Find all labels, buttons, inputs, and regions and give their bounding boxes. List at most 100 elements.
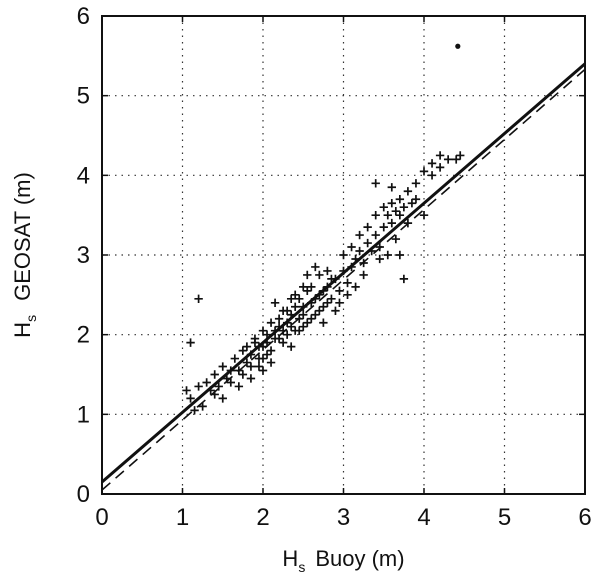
data-point bbox=[303, 318, 312, 327]
data-point bbox=[254, 362, 264, 371]
data-point bbox=[399, 203, 409, 212]
data-point bbox=[266, 358, 276, 367]
data-point bbox=[286, 294, 296, 304]
data-point bbox=[327, 294, 336, 304]
data-point bbox=[238, 346, 248, 355]
data-point bbox=[395, 210, 405, 220]
data-point bbox=[299, 282, 308, 292]
data-point bbox=[307, 298, 316, 307]
data-point bbox=[295, 326, 304, 335]
data-point bbox=[303, 270, 312, 280]
data-point bbox=[307, 314, 316, 323]
data-point bbox=[319, 286, 328, 296]
data-point bbox=[295, 294, 304, 304]
data-point bbox=[210, 390, 219, 399]
data-point bbox=[435, 163, 445, 172]
x-tick-label: 5 bbox=[498, 504, 511, 531]
data-point bbox=[291, 290, 300, 300]
x-axis-label: Hs Buoy (m) bbox=[282, 546, 404, 575]
data-point bbox=[371, 179, 380, 188]
data-point bbox=[295, 314, 304, 323]
data-point bbox=[371, 210, 380, 220]
data-point bbox=[339, 266, 348, 276]
data-point bbox=[323, 266, 332, 276]
x-tick-label: 3 bbox=[337, 504, 350, 531]
x-axis-label-rest: Buoy (m) bbox=[315, 546, 404, 571]
y-tick-label: 2 bbox=[77, 322, 90, 349]
data-point bbox=[258, 354, 268, 363]
data-point bbox=[452, 155, 461, 164]
data-point bbox=[327, 274, 336, 284]
data-point bbox=[375, 242, 384, 252]
data-point bbox=[258, 326, 268, 335]
data-point bbox=[218, 362, 227, 371]
data-point bbox=[278, 338, 288, 347]
data-point bbox=[435, 151, 445, 160]
data-point bbox=[214, 382, 223, 391]
data-point bbox=[331, 306, 340, 315]
data-point bbox=[202, 378, 211, 387]
y-tick-label: 5 bbox=[77, 83, 90, 110]
data-point bbox=[335, 286, 344, 296]
data-point bbox=[383, 210, 392, 220]
data-point bbox=[194, 382, 203, 391]
data-point bbox=[194, 294, 203, 304]
data-point bbox=[274, 314, 284, 323]
data-point bbox=[303, 286, 312, 296]
x-axis-label-sub: s bbox=[298, 559, 305, 575]
data-point bbox=[182, 386, 191, 395]
x-tick-label: 4 bbox=[417, 504, 430, 531]
x-tick-label: 1 bbox=[176, 504, 189, 531]
data-point bbox=[411, 179, 421, 188]
data-point bbox=[319, 318, 328, 327]
data-point bbox=[299, 322, 308, 331]
data-point bbox=[262, 338, 272, 347]
data-point bbox=[286, 310, 296, 319]
data-point bbox=[226, 366, 235, 375]
data-point bbox=[311, 310, 320, 319]
data-point bbox=[218, 394, 227, 403]
data-point bbox=[270, 298, 280, 307]
data-point bbox=[387, 218, 396, 228]
data-point bbox=[286, 342, 296, 351]
data-point bbox=[242, 358, 252, 367]
data-point bbox=[198, 402, 207, 411]
data-point bbox=[391, 234, 401, 244]
data-point bbox=[291, 302, 300, 311]
data-point bbox=[266, 318, 276, 327]
data-point bbox=[258, 366, 268, 375]
data-point bbox=[387, 183, 396, 192]
data-point bbox=[419, 210, 429, 220]
data-point bbox=[242, 342, 252, 351]
data-point bbox=[351, 254, 360, 264]
data-point bbox=[270, 326, 280, 335]
data-point bbox=[282, 318, 292, 327]
y-tick-label: 6 bbox=[77, 3, 90, 30]
data-point bbox=[246, 362, 256, 371]
data-point bbox=[238, 370, 248, 379]
data-point bbox=[343, 278, 352, 288]
data-point bbox=[274, 322, 284, 331]
data-point bbox=[234, 366, 244, 375]
data-point bbox=[387, 199, 396, 208]
data-point bbox=[395, 250, 405, 260]
data-point bbox=[456, 151, 465, 160]
data-point bbox=[367, 246, 376, 256]
data-point bbox=[262, 350, 272, 359]
data-point bbox=[443, 155, 453, 164]
data-point bbox=[355, 246, 364, 256]
data-point bbox=[311, 294, 320, 304]
data-point bbox=[403, 187, 413, 196]
data-point bbox=[262, 330, 272, 339]
data-point bbox=[186, 338, 195, 347]
data-point bbox=[343, 290, 352, 300]
data-point bbox=[355, 230, 364, 240]
data-point bbox=[278, 326, 288, 335]
data-point bbox=[347, 262, 356, 272]
data-point bbox=[395, 195, 405, 204]
data-point bbox=[403, 218, 413, 228]
data-point bbox=[315, 290, 324, 300]
data-point bbox=[359, 258, 368, 268]
